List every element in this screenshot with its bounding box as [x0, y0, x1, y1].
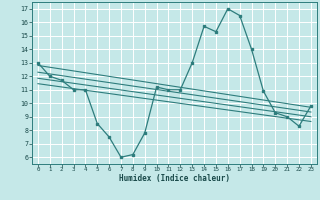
X-axis label: Humidex (Indice chaleur): Humidex (Indice chaleur): [119, 174, 230, 183]
